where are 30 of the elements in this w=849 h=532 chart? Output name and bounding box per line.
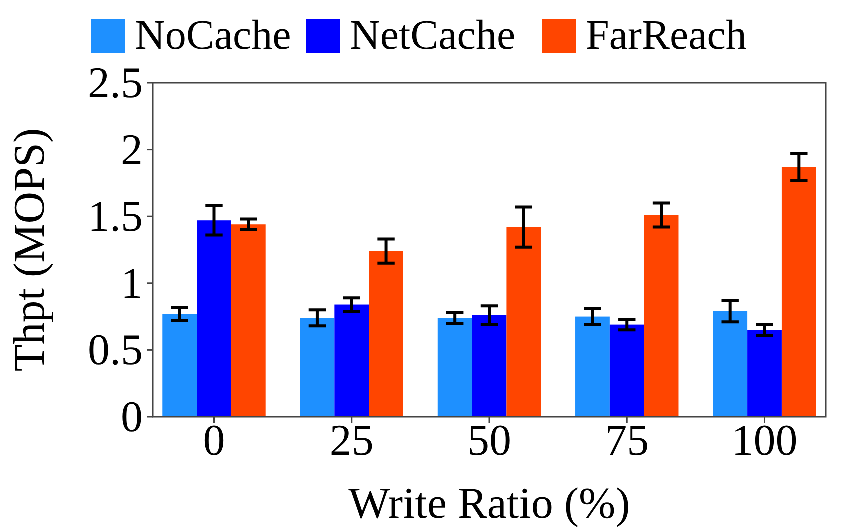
bar [231,224,266,417]
x-tick-label: 75 [605,416,650,465]
bar [576,316,610,417]
bar [162,314,198,417]
bar [300,318,335,417]
bar [438,318,472,417]
bar [334,304,370,417]
bar [610,324,644,417]
bar [197,220,232,417]
bar [713,311,748,417]
bar [644,215,679,417]
y-tick-label: 0.5 [88,326,143,375]
x-tick-label: 50 [468,416,512,465]
x-tick-label: 100 [732,416,798,465]
bar [506,227,542,417]
bar [369,251,404,417]
bar [748,330,782,417]
legend-label: NetCache [350,13,516,59]
y-axis-title: Thpt (MOPS) [5,128,54,372]
y-tick-label: 1 [121,258,143,308]
x-tick-label: 25 [330,416,374,465]
legend-label: FarReach [586,13,747,59]
y-tick-label: 2.5 [88,58,143,108]
bar [782,167,816,417]
x-tick-label: 0 [203,416,226,465]
x-axis-title: Write Ratio (%) [348,479,630,528]
legend-label: NoCache [135,13,292,59]
y-tick-label: 2 [121,125,143,174]
bar [472,315,507,417]
y-tick-label: 1.5 [88,192,143,242]
